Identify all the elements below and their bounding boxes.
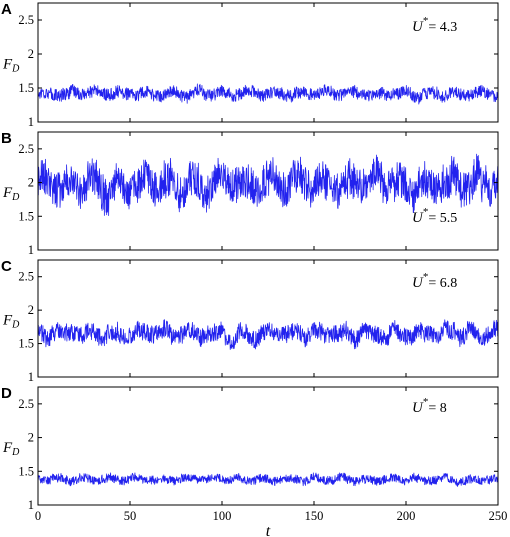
y-tick-label: 2 [28, 176, 34, 190]
y-axis-label: FD [2, 57, 20, 75]
y-axis-label: FD [2, 185, 20, 203]
y-tick-label: 2.5 [18, 270, 34, 284]
y-tick-label: 2.5 [18, 397, 34, 411]
y-tick-label: 2.5 [18, 142, 34, 156]
x-tick-label: 250 [489, 509, 508, 523]
reduced-velocity-annotation: U*= 6.8 [412, 271, 457, 291]
series-line [37, 83, 499, 105]
y-tick-label: 1.5 [18, 81, 34, 95]
reduced-velocity-annotation: U*= 8 [412, 396, 447, 416]
y-axis-label: FD [2, 313, 20, 331]
y-tick-label: 1.5 [18, 464, 34, 478]
y-tick-label: 1 [28, 370, 34, 384]
series-line [37, 319, 499, 350]
panel-a: 1 1.5 2 2.5 FD A U*= 4.3 [1, 1, 499, 129]
y-tick-label: 2 [28, 431, 34, 445]
axes-frame [37, 259, 499, 378]
y-tick-label: 1 [28, 115, 34, 129]
y-axis-label: FD [2, 440, 20, 458]
y-tick-label: 1 [28, 243, 34, 257]
series-line [37, 153, 499, 217]
panel-letter: A [1, 1, 12, 18]
x-tick-label: 50 [124, 509, 137, 523]
x-axis-label: t [266, 523, 271, 537]
y-tick-label: 1 [28, 498, 34, 512]
y-tick-label: 2 [28, 47, 34, 61]
x-tick-label: 0 [35, 509, 41, 523]
panel-d: 0 50 100 150 200 250 1 1.5 2 2.5 FD D U*= 8 t [1, 385, 507, 537]
panel-letter: D [1, 385, 12, 402]
x-tick-label: 200 [397, 509, 416, 523]
y-tick-label: 1.5 [18, 337, 34, 351]
y-tick-label: 1.5 [18, 209, 34, 223]
axes-frame [37, 386, 499, 506]
panel-b: 1 1.5 2 2.5 FD B U*= 5.5 [1, 130, 499, 257]
x-tick-label: 150 [305, 509, 324, 523]
axes-frame [37, 2, 499, 123]
axes-frame [37, 131, 499, 251]
panel-letter: C [1, 258, 12, 275]
panel-c: 1 1.5 2 2.5 FD C U*= 6.8 [1, 258, 499, 384]
x-tick-label: 100 [213, 509, 232, 523]
reduced-velocity-annotation: U*= 5.5 [412, 206, 457, 226]
series-line [37, 472, 499, 487]
y-tick-label: 2 [28, 303, 34, 317]
reduced-velocity-annotation: U*= 4.3 [412, 15, 457, 35]
panel-letter: B [1, 130, 12, 147]
y-tick-label: 2.5 [18, 13, 34, 27]
